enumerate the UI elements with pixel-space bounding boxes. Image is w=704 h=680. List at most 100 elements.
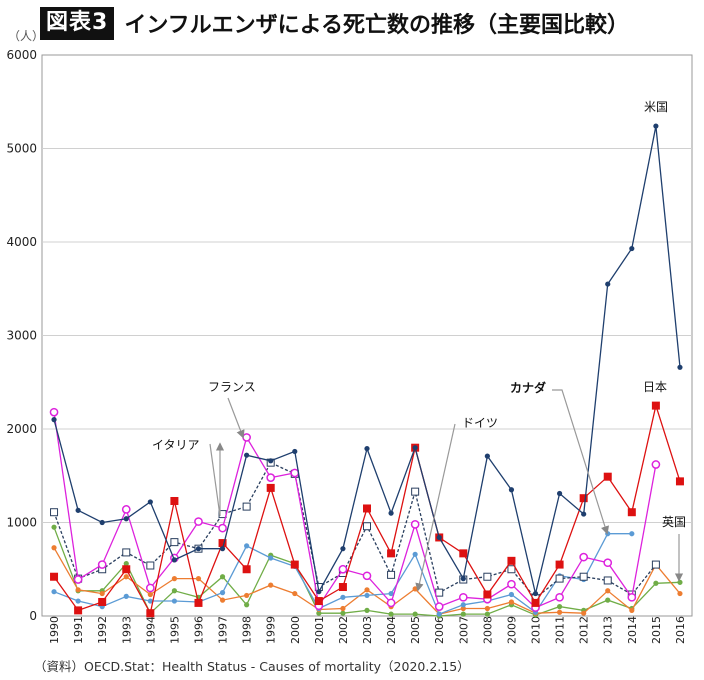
data-point <box>364 607 370 613</box>
annotation-label: 英国 <box>662 515 686 529</box>
data-point <box>579 552 589 562</box>
data-point <box>268 582 274 588</box>
series-日本 <box>50 401 684 618</box>
data-point <box>387 549 396 558</box>
data-point <box>123 593 129 599</box>
data-point <box>244 543 250 549</box>
data-point <box>292 448 298 455</box>
x-tick-label: 1991 <box>72 616 85 644</box>
annotation-label: 米国 <box>644 100 668 114</box>
series-line <box>53 461 657 600</box>
data-point <box>555 574 564 583</box>
data-point <box>556 604 563 610</box>
data-point <box>603 576 612 585</box>
data-point <box>434 602 444 612</box>
data-point <box>581 610 587 616</box>
data-point <box>603 558 613 568</box>
data-point <box>244 592 250 599</box>
data-point <box>292 590 298 597</box>
data-point <box>171 576 178 582</box>
x-tick-label: 1998 <box>241 616 254 644</box>
data-point <box>51 589 57 595</box>
chart-title: インフルエンザによる死亡数の推移（主要国比較） <box>124 13 629 38</box>
data-point <box>653 580 659 586</box>
data-point <box>49 407 59 417</box>
data-point <box>340 605 346 612</box>
y-tick-label: 5000 <box>6 142 37 156</box>
data-point <box>147 499 153 505</box>
data-point <box>436 611 442 617</box>
data-point <box>484 453 490 459</box>
data-point <box>147 591 153 598</box>
data-point <box>556 490 563 497</box>
data-point <box>99 519 105 526</box>
data-point <box>532 590 539 597</box>
y-tick-label: 2000 <box>6 422 37 436</box>
data-point <box>675 477 684 486</box>
data-point <box>218 539 227 548</box>
data-point <box>51 545 57 551</box>
x-tick-label: 1996 <box>192 616 205 644</box>
data-point <box>677 590 683 597</box>
data-point <box>75 507 81 513</box>
source-note: （資料）OECD.Stat：Health Status - Causes of … <box>34 659 470 674</box>
data-point <box>484 605 490 612</box>
data-point <box>436 534 442 541</box>
x-tick-label: 1993 <box>120 616 133 644</box>
data-point <box>388 611 394 617</box>
x-tick-label: 2012 <box>578 616 591 644</box>
data-point <box>146 561 155 570</box>
data-point <box>290 468 300 478</box>
annotation-arrow <box>227 397 245 439</box>
x-tick-label: 1992 <box>96 616 109 644</box>
data-point <box>579 572 588 581</box>
data-point <box>508 599 515 605</box>
data-point <box>75 598 81 604</box>
data-point <box>627 508 636 517</box>
data-point <box>338 564 348 574</box>
data-point <box>242 565 251 574</box>
data-point <box>74 606 83 615</box>
data-point <box>195 576 202 582</box>
x-tick-label: 1995 <box>168 616 181 644</box>
y-unit-label: （人） <box>8 29 44 43</box>
x-tick-label: 1999 <box>265 616 278 644</box>
y-tick-label: 0 <box>29 609 37 623</box>
data-point <box>555 592 564 602</box>
data-point <box>410 520 420 529</box>
x-tick-label: 2015 <box>650 616 663 644</box>
y-tick-label: 1000 <box>6 516 37 530</box>
data-point <box>51 524 57 530</box>
data-point <box>460 576 466 582</box>
y-tick-label: 3000 <box>6 329 37 343</box>
data-point <box>194 517 203 526</box>
data-point <box>340 610 346 616</box>
data-point <box>123 516 129 522</box>
data-point <box>364 446 370 452</box>
data-point <box>51 417 57 423</box>
y-tick-label: 6000 <box>6 48 37 62</box>
x-tick-label: 2016 <box>674 616 687 644</box>
data-point <box>146 609 155 618</box>
series-イタリア <box>50 458 660 603</box>
data-point <box>194 598 203 607</box>
data-point <box>605 597 611 603</box>
series-カナダ <box>51 545 683 617</box>
data-point <box>122 565 131 574</box>
annotation-label: カナダ <box>510 380 546 395</box>
data-point <box>603 472 612 481</box>
data-point <box>629 245 635 252</box>
data-point <box>242 433 251 442</box>
annotation-label: フランス <box>208 380 256 394</box>
x-tick-label: 1997 <box>217 616 230 644</box>
x-tick-label: 2010 <box>530 616 543 644</box>
x-tick-label: 2003 <box>361 616 374 644</box>
data-point <box>338 583 347 592</box>
data-point <box>195 546 202 552</box>
x-tick-label: 2014 <box>626 616 639 644</box>
data-point <box>581 511 587 517</box>
data-point <box>219 546 226 552</box>
data-point <box>218 523 227 533</box>
data-point <box>171 588 178 594</box>
